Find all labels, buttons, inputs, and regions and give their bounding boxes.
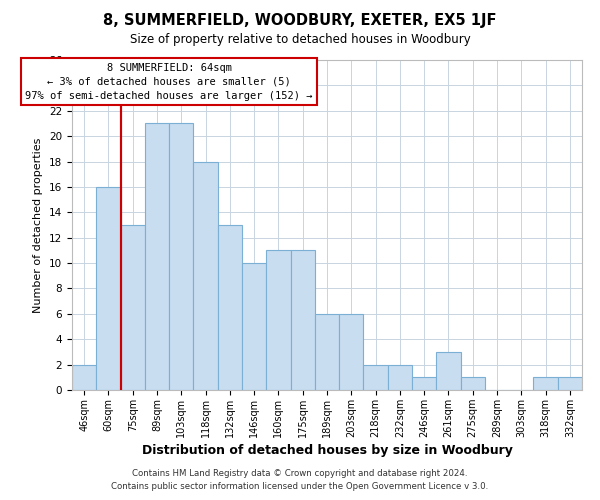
Bar	[96, 187, 121, 390]
Bar	[364, 364, 388, 390]
Bar	[218, 225, 242, 390]
Bar	[558, 378, 582, 390]
Bar	[339, 314, 364, 390]
Text: 8, SUMMERFIELD, WOODBURY, EXETER, EX5 1JF: 8, SUMMERFIELD, WOODBURY, EXETER, EX5 1J…	[103, 12, 497, 28]
Bar	[266, 250, 290, 390]
Bar	[169, 124, 193, 390]
Text: Contains HM Land Registry data © Crown copyright and database right 2024.: Contains HM Land Registry data © Crown c…	[132, 468, 468, 477]
Bar	[533, 378, 558, 390]
Bar	[121, 225, 145, 390]
Bar	[193, 162, 218, 390]
Bar	[290, 250, 315, 390]
Text: Size of property relative to detached houses in Woodbury: Size of property relative to detached ho…	[130, 32, 470, 46]
Bar	[315, 314, 339, 390]
X-axis label: Distribution of detached houses by size in Woodbury: Distribution of detached houses by size …	[142, 444, 512, 457]
Text: Contains public sector information licensed under the Open Government Licence v : Contains public sector information licen…	[112, 482, 488, 491]
Y-axis label: Number of detached properties: Number of detached properties	[34, 138, 43, 312]
Bar	[461, 378, 485, 390]
Bar	[242, 263, 266, 390]
Bar	[436, 352, 461, 390]
Bar	[72, 364, 96, 390]
Bar	[388, 364, 412, 390]
Bar	[412, 378, 436, 390]
Text: 8 SUMMERFIELD: 64sqm
← 3% of detached houses are smaller (5)
97% of semi-detache: 8 SUMMERFIELD: 64sqm ← 3% of detached ho…	[25, 62, 313, 100]
Bar	[145, 124, 169, 390]
